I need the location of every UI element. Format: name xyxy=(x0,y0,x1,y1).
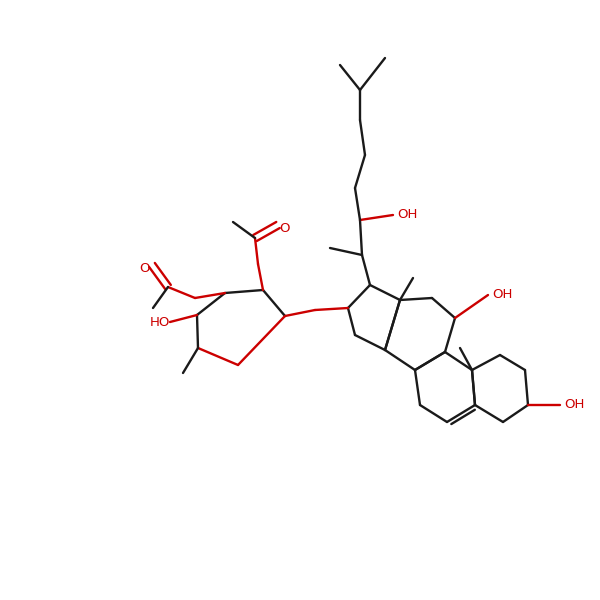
Text: O: O xyxy=(280,221,290,235)
Text: O: O xyxy=(140,262,150,275)
Text: OH: OH xyxy=(564,398,584,412)
Text: OH: OH xyxy=(397,208,417,221)
Text: OH: OH xyxy=(492,289,512,301)
Text: HO: HO xyxy=(150,316,170,329)
